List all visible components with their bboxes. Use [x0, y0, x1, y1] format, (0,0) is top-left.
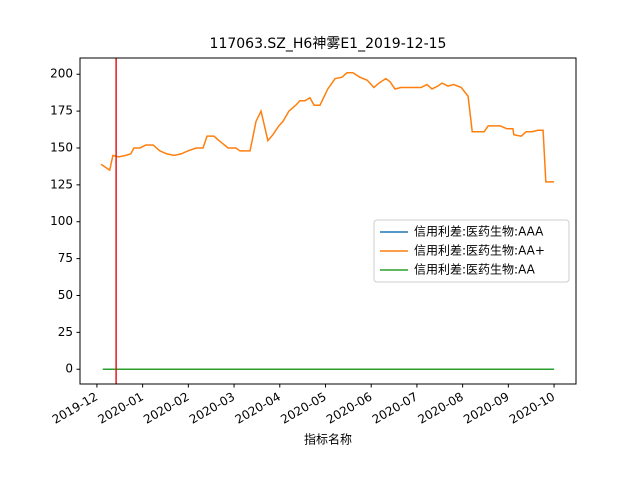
y-tick-label: 0 — [65, 362, 73, 376]
legend-label: 信用利差:医药生物:AAA — [414, 225, 544, 239]
legend-label: 信用利差:医药生物:AA — [414, 263, 536, 277]
y-tick-label: 75 — [58, 251, 73, 265]
legend-box — [373, 219, 570, 283]
y-tick-label: 25 — [58, 325, 73, 339]
series-line — [100, 72, 555, 183]
y-tick-label: 50 — [58, 288, 73, 302]
legend-label: 信用利差:医药生物:AA+ — [414, 244, 545, 258]
plot-frame — [79, 57, 577, 385]
chart-title: 117063.SZ_H6神雾E1_2019-12-15 — [210, 36, 447, 52]
y-tick-label: 125 — [50, 177, 73, 191]
y-tick-label: 150 — [50, 140, 73, 154]
y-tick-label: 100 — [50, 214, 73, 228]
y-tick-label: 175 — [50, 104, 73, 118]
y-tick-label: 200 — [50, 67, 73, 81]
x-axis-label: 指标名称 — [304, 432, 352, 447]
